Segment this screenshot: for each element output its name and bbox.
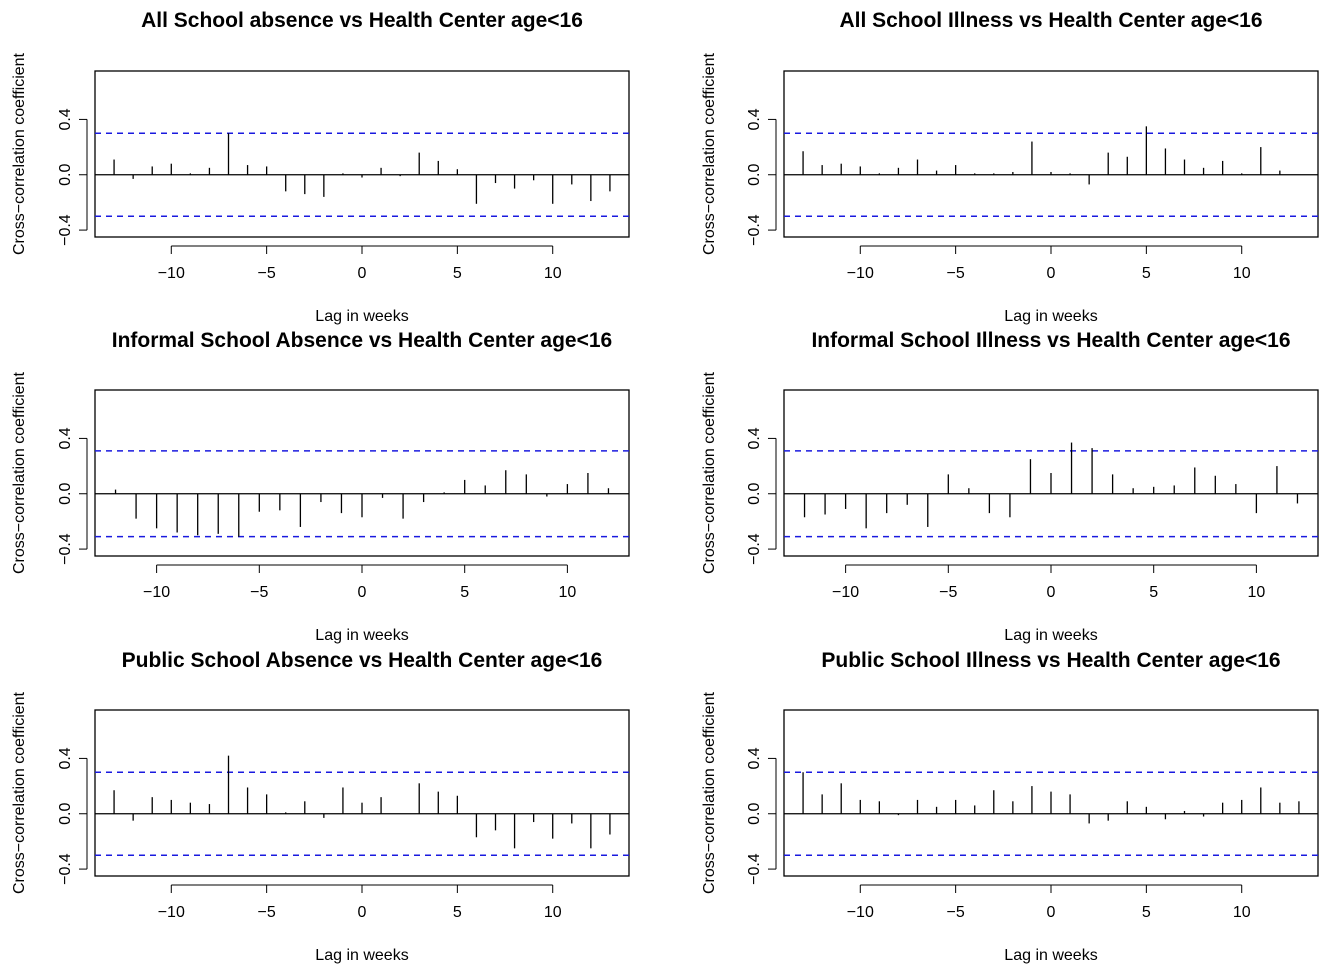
x-tick-label: 5 <box>460 584 469 601</box>
x-tick-label: −10 <box>158 904 185 921</box>
x-tick-label: 5 <box>1142 904 1151 921</box>
x-tick-label: 10 <box>1247 584 1265 601</box>
y-tick-label: 0.0 <box>57 164 74 186</box>
y-axis-label: Cross−correlation coefficient <box>701 691 718 894</box>
y-tick-label: 0.4 <box>746 427 763 449</box>
y-axis-label: Cross−correlation coefficient <box>701 52 718 255</box>
ccf-panel-4: Informal School Illness vs Health Center… <box>701 329 1319 644</box>
y-axis-label: Cross−correlation coefficient <box>11 371 28 574</box>
y-tick-label: 0.0 <box>746 483 763 505</box>
ccf-panel-3: Informal School Absence vs Health Center… <box>11 329 630 644</box>
y-tick-label: 0.4 <box>57 427 74 449</box>
ccf-panel-1: All School absence vs Health Center age<… <box>11 9 630 325</box>
x-tick-label: 10 <box>544 904 562 921</box>
x-tick-label: −5 <box>947 904 965 921</box>
ccf-panel-5: Public School Absence vs Health Center a… <box>11 649 630 964</box>
x-tick-label: −5 <box>250 584 268 601</box>
y-tick-label: 0.0 <box>746 164 763 186</box>
x-tick-label: 5 <box>1149 584 1158 601</box>
y-tick-label: 0.4 <box>57 747 74 769</box>
y-tick-label: −0.4 <box>57 214 74 246</box>
x-tick-label: 10 <box>1233 904 1251 921</box>
x-tick-label: −5 <box>947 265 965 282</box>
y-axis-label: Cross−correlation coefficient <box>11 691 28 894</box>
x-tick-label: −10 <box>847 265 874 282</box>
y-tick-label: 0.4 <box>746 108 763 130</box>
chart-title: Public School Absence vs Health Center a… <box>122 649 603 672</box>
y-axis-label: Cross−correlation coefficient <box>11 52 28 255</box>
y-tick-label: −0.4 <box>57 853 74 885</box>
x-tick-label: 5 <box>453 265 462 282</box>
plot-frame <box>783 709 1319 877</box>
y-tick-label: −0.4 <box>57 533 74 565</box>
plot-frame <box>783 389 1319 557</box>
x-tick-label: 5 <box>453 904 462 921</box>
x-tick-label: −10 <box>143 584 170 601</box>
x-axis-label: Lag in weeks <box>1004 947 1097 964</box>
chart-title: All School absence vs Health Center age<… <box>141 9 583 32</box>
x-tick-label: −5 <box>258 265 276 282</box>
chart-title: Informal School Absence vs Health Center… <box>112 329 612 352</box>
x-tick-label: −5 <box>939 584 957 601</box>
y-axis-label: Cross−correlation coefficient <box>701 371 718 574</box>
x-axis-label: Lag in weeks <box>1004 308 1097 325</box>
y-tick-label: 0.4 <box>746 747 763 769</box>
y-tick-label: −0.4 <box>746 853 763 885</box>
x-tick-label: −10 <box>847 904 874 921</box>
chart-title: All School Illness vs Health Center age<… <box>839 9 1262 32</box>
x-axis-label: Lag in weeks <box>315 947 408 964</box>
plot-frame <box>94 709 630 877</box>
x-tick-label: 0 <box>358 904 367 921</box>
y-tick-label: 0.0 <box>746 803 763 825</box>
x-tick-label: 10 <box>558 584 576 601</box>
x-axis-label: Lag in weeks <box>1004 627 1097 644</box>
x-tick-label: 0 <box>358 584 367 601</box>
y-tick-label: −0.4 <box>746 533 763 565</box>
plot-frame <box>94 70 630 238</box>
x-axis-label: Lag in weeks <box>315 308 408 325</box>
plot-frame <box>94 389 630 557</box>
x-tick-label: 0 <box>1047 584 1056 601</box>
chart-title: Public School Illness vs Health Center a… <box>821 649 1280 672</box>
x-axis-label: Lag in weeks <box>315 627 408 644</box>
x-tick-label: 0 <box>1047 904 1056 921</box>
x-tick-label: −10 <box>832 584 859 601</box>
x-tick-label: 0 <box>1047 265 1056 282</box>
x-tick-label: 10 <box>544 265 562 282</box>
chart-title: Informal School Illness vs Health Center… <box>811 329 1290 352</box>
y-tick-label: 0.4 <box>57 108 74 130</box>
x-tick-label: 5 <box>1142 265 1151 282</box>
x-tick-label: −10 <box>158 265 185 282</box>
x-tick-label: 10 <box>1233 265 1251 282</box>
y-tick-label: 0.0 <box>57 483 74 505</box>
y-tick-label: 0.0 <box>57 803 74 825</box>
y-tick-label: −0.4 <box>746 214 763 246</box>
ccf-panel-6: Public School Illness vs Health Center a… <box>701 649 1319 964</box>
ccf-panel-2: All School Illness vs Health Center age<… <box>701 9 1319 325</box>
plot-frame <box>783 70 1319 238</box>
x-tick-label: 0 <box>358 265 367 282</box>
x-tick-label: −5 <box>258 904 276 921</box>
